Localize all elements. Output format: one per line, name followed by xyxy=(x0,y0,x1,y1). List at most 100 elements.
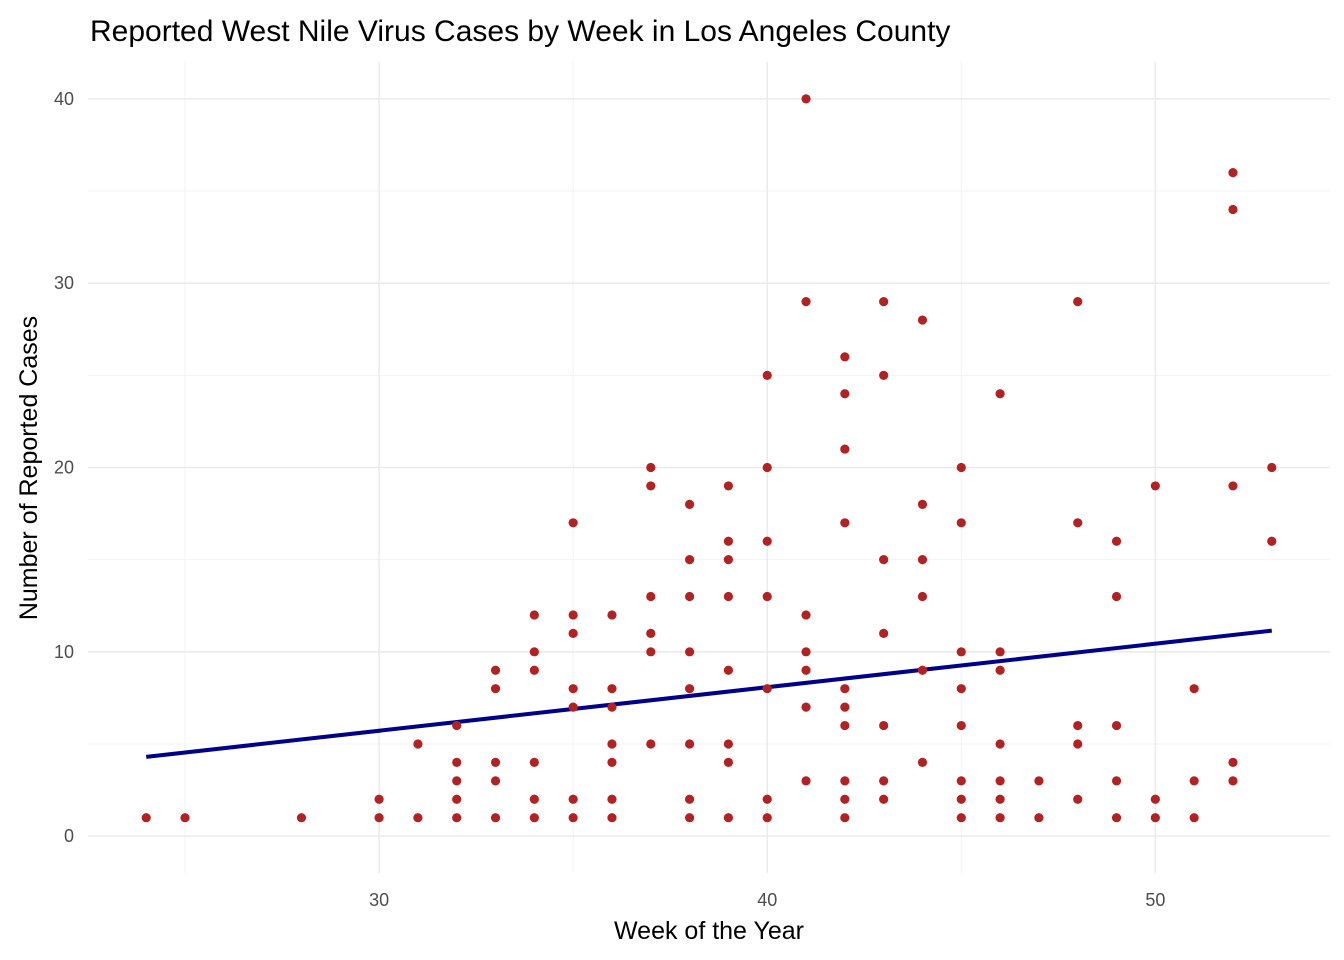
data-point xyxy=(917,315,928,325)
data-point xyxy=(879,794,889,804)
data-point xyxy=(956,462,966,473)
data-point xyxy=(840,352,850,362)
data-point xyxy=(956,794,966,804)
data-point xyxy=(646,462,656,473)
data-point xyxy=(801,665,811,675)
data-point xyxy=(374,813,384,823)
data-point xyxy=(568,813,578,823)
data-point xyxy=(646,591,656,602)
data-point xyxy=(1034,776,1044,786)
data-point xyxy=(490,776,501,786)
data-point xyxy=(529,813,539,823)
points-layer xyxy=(141,94,1277,823)
data-point xyxy=(1150,794,1160,804)
data-point xyxy=(568,610,578,620)
data-point xyxy=(607,794,617,804)
data-point xyxy=(801,610,811,620)
data-point xyxy=(917,499,928,509)
data-point xyxy=(529,757,539,768)
data-point xyxy=(1150,813,1160,823)
data-point xyxy=(1111,813,1122,823)
data-point xyxy=(801,776,811,786)
data-point xyxy=(762,591,772,602)
y-tick-label: 40 xyxy=(54,89,74,109)
data-point xyxy=(374,794,384,804)
data-point xyxy=(529,794,539,804)
data-point xyxy=(1228,757,1238,768)
data-point xyxy=(879,776,889,786)
data-point xyxy=(568,684,578,694)
data-point xyxy=(180,813,190,823)
data-point xyxy=(917,665,928,675)
data-point xyxy=(529,647,539,657)
data-point xyxy=(646,628,656,638)
data-point xyxy=(607,702,617,712)
data-point xyxy=(1267,536,1277,546)
data-point xyxy=(684,813,695,823)
data-point xyxy=(1228,204,1238,215)
data-point xyxy=(452,757,462,768)
data-point xyxy=(995,665,1005,675)
data-point xyxy=(762,813,772,823)
data-point xyxy=(956,776,966,786)
data-point xyxy=(917,555,928,565)
data-point xyxy=(956,518,966,528)
data-point xyxy=(684,647,695,657)
data-point xyxy=(646,481,656,491)
x-tick-label: 30 xyxy=(369,890,389,910)
data-point xyxy=(995,389,1005,399)
data-point xyxy=(1111,720,1122,731)
x-tick-label: 40 xyxy=(757,890,777,910)
data-point xyxy=(762,684,772,694)
data-point xyxy=(801,702,811,712)
data-point xyxy=(723,481,734,491)
data-point xyxy=(1228,481,1238,491)
data-point xyxy=(995,776,1005,786)
data-point xyxy=(568,794,578,804)
x-tick-labels: 30 40 50 xyxy=(369,890,1165,910)
data-point xyxy=(840,702,850,712)
data-point xyxy=(413,813,423,823)
data-point xyxy=(684,739,695,749)
data-point xyxy=(684,794,695,804)
data-point xyxy=(452,813,462,823)
data-point xyxy=(684,684,695,694)
data-point xyxy=(995,739,1005,749)
data-point xyxy=(840,389,850,399)
data-point xyxy=(607,684,617,694)
data-point xyxy=(840,794,850,804)
data-point xyxy=(723,591,734,602)
data-point xyxy=(1073,297,1083,307)
data-point xyxy=(1111,536,1122,546)
data-point xyxy=(840,518,850,528)
data-point xyxy=(607,610,617,620)
data-point xyxy=(723,757,734,768)
data-point xyxy=(840,813,850,823)
data-point xyxy=(452,720,462,731)
data-point xyxy=(452,794,462,804)
data-point xyxy=(1228,167,1238,178)
data-point xyxy=(723,555,734,565)
data-point xyxy=(956,684,966,694)
trend-line xyxy=(145,628,1273,759)
data-point xyxy=(1189,684,1199,694)
data-point xyxy=(607,739,617,749)
data-point xyxy=(452,776,462,786)
data-point xyxy=(762,794,772,804)
data-point xyxy=(801,647,811,657)
data-point xyxy=(490,684,501,694)
data-point xyxy=(413,739,423,749)
data-point xyxy=(490,665,501,675)
data-point xyxy=(568,628,578,638)
data-point xyxy=(490,757,501,768)
data-point xyxy=(801,297,811,307)
data-point xyxy=(995,813,1005,823)
data-point xyxy=(840,684,850,694)
data-point xyxy=(879,297,889,307)
data-point xyxy=(840,444,850,454)
data-point xyxy=(1111,776,1122,786)
data-point xyxy=(879,555,889,565)
trend-line-layer xyxy=(145,628,1273,759)
